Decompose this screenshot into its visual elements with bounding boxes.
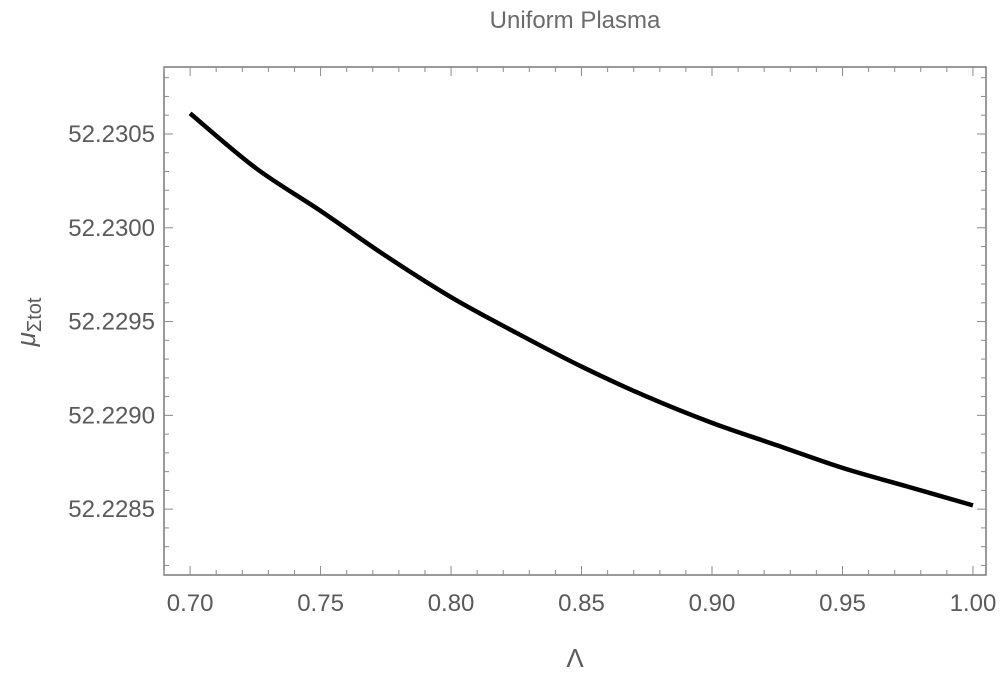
y-axis-label: μΣtot xyxy=(11,297,46,347)
y-tick-label: 52.2300 xyxy=(68,215,155,242)
chart-title: Uniform Plasma xyxy=(490,7,661,34)
x-tick-label: 0.80 xyxy=(428,590,475,617)
y-axis-label-subscript: Σtot xyxy=(24,297,46,332)
x-tick-label: 0.75 xyxy=(297,590,344,617)
y-tick-label: 52.2305 xyxy=(68,121,155,148)
y-tick-label: 52.2285 xyxy=(68,496,155,523)
x-axis: 0.70 0.75 0.80 0.85 0.90 0.95 1.00 xyxy=(163,67,997,617)
x-tick-label: 1.00 xyxy=(950,590,997,617)
y-axis: 52.2285 52.2290 52.2295 52.2300 52.2305 xyxy=(68,77,986,566)
x-axis-label: Λ xyxy=(566,643,584,673)
y-tick-label: 52.2295 xyxy=(68,309,155,336)
series-group xyxy=(188,111,974,508)
x-tick-label: 0.90 xyxy=(689,590,736,617)
x-tick-label: 0.70 xyxy=(167,590,214,617)
x-tick-label: 0.85 xyxy=(558,590,605,617)
y-axis-label-main: μ xyxy=(11,332,41,347)
plot-frame xyxy=(163,66,987,576)
y-tick-label: 52.2290 xyxy=(68,402,155,429)
plot-area xyxy=(163,66,987,576)
x-tick-label: 0.95 xyxy=(819,590,866,617)
series-line xyxy=(188,111,974,508)
